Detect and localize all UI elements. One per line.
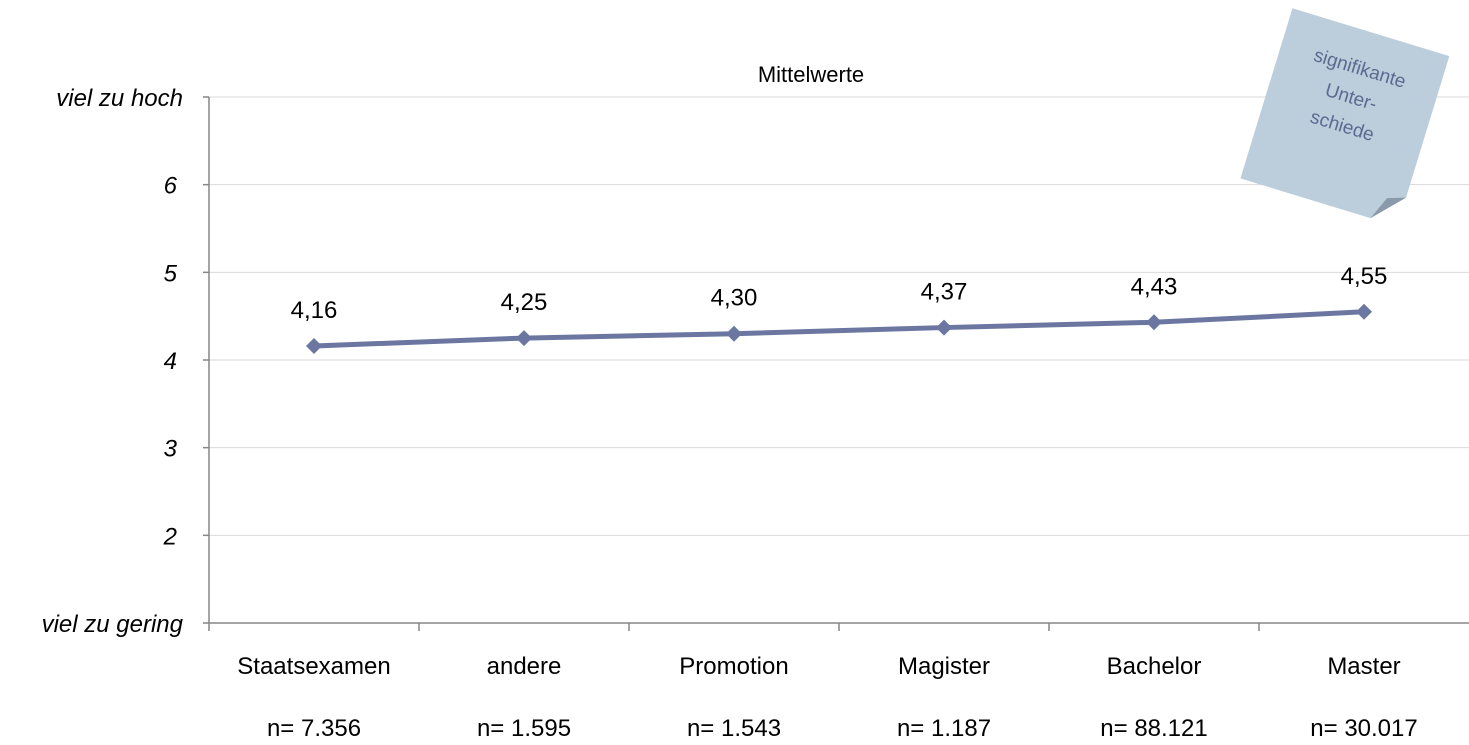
data-point-marker (726, 325, 742, 342)
x-tick-label: Staatsexamen (237, 653, 390, 680)
axes (203, 96, 1469, 631)
x-tick-label: Master (1327, 653, 1400, 680)
data-point-marker (306, 337, 322, 354)
series-line: 4,16 4,25 4,30 4,37 4,43 4,55 (291, 263, 1388, 354)
data-label: 4,55 (1341, 263, 1388, 290)
chart-title: Mittelwerte (758, 62, 864, 87)
data-point-marker (1146, 314, 1162, 331)
sample-size-label: n= 1.595 (477, 715, 571, 742)
x-tick-label: andere (487, 653, 562, 680)
note-body (1240, 8, 1450, 219)
sample-size-label: n= 7.356 (267, 715, 361, 742)
data-label: 4,30 (711, 285, 758, 312)
data-label: 4,43 (1131, 273, 1178, 300)
y-tick-label: viel zu hoch (56, 85, 183, 112)
data-label: 4,25 (501, 289, 548, 316)
x-tick-label: Bachelor (1107, 653, 1202, 680)
series-line-path (313, 309, 1365, 349)
y-tick-label: 4 (164, 348, 177, 375)
data-point-marker (1356, 303, 1372, 320)
data-point-marker (936, 319, 952, 336)
y-tick-label: viel zu gering (42, 611, 184, 638)
data-point-marker (516, 330, 532, 347)
y-tick-label: 5 (164, 260, 178, 287)
sample-size-label: n= 30.017 (1310, 715, 1417, 742)
x-tick-label: Promotion (679, 653, 788, 680)
sample-size-label: n= 1.187 (897, 715, 991, 742)
gridlines (209, 96, 1469, 536)
x-tick-label: Magister (898, 653, 990, 680)
x-tick-labels: Staatsexamen n= 7.356 andere n= 1.595 Promot… (237, 653, 1417, 742)
y-tick-label: 2 (163, 523, 177, 550)
y-tick-label: 3 (164, 436, 178, 463)
sample-size-label: n= 1.543 (687, 715, 781, 742)
sample-size-label: n= 88.121 (1100, 715, 1207, 742)
data-label: 4,16 (291, 297, 338, 324)
data-label: 4,37 (921, 279, 968, 306)
y-tick-labels: viel zu hoch 6 5 4 3 2 viel zu gering (42, 85, 184, 638)
y-tick-label: 6 (164, 173, 178, 200)
